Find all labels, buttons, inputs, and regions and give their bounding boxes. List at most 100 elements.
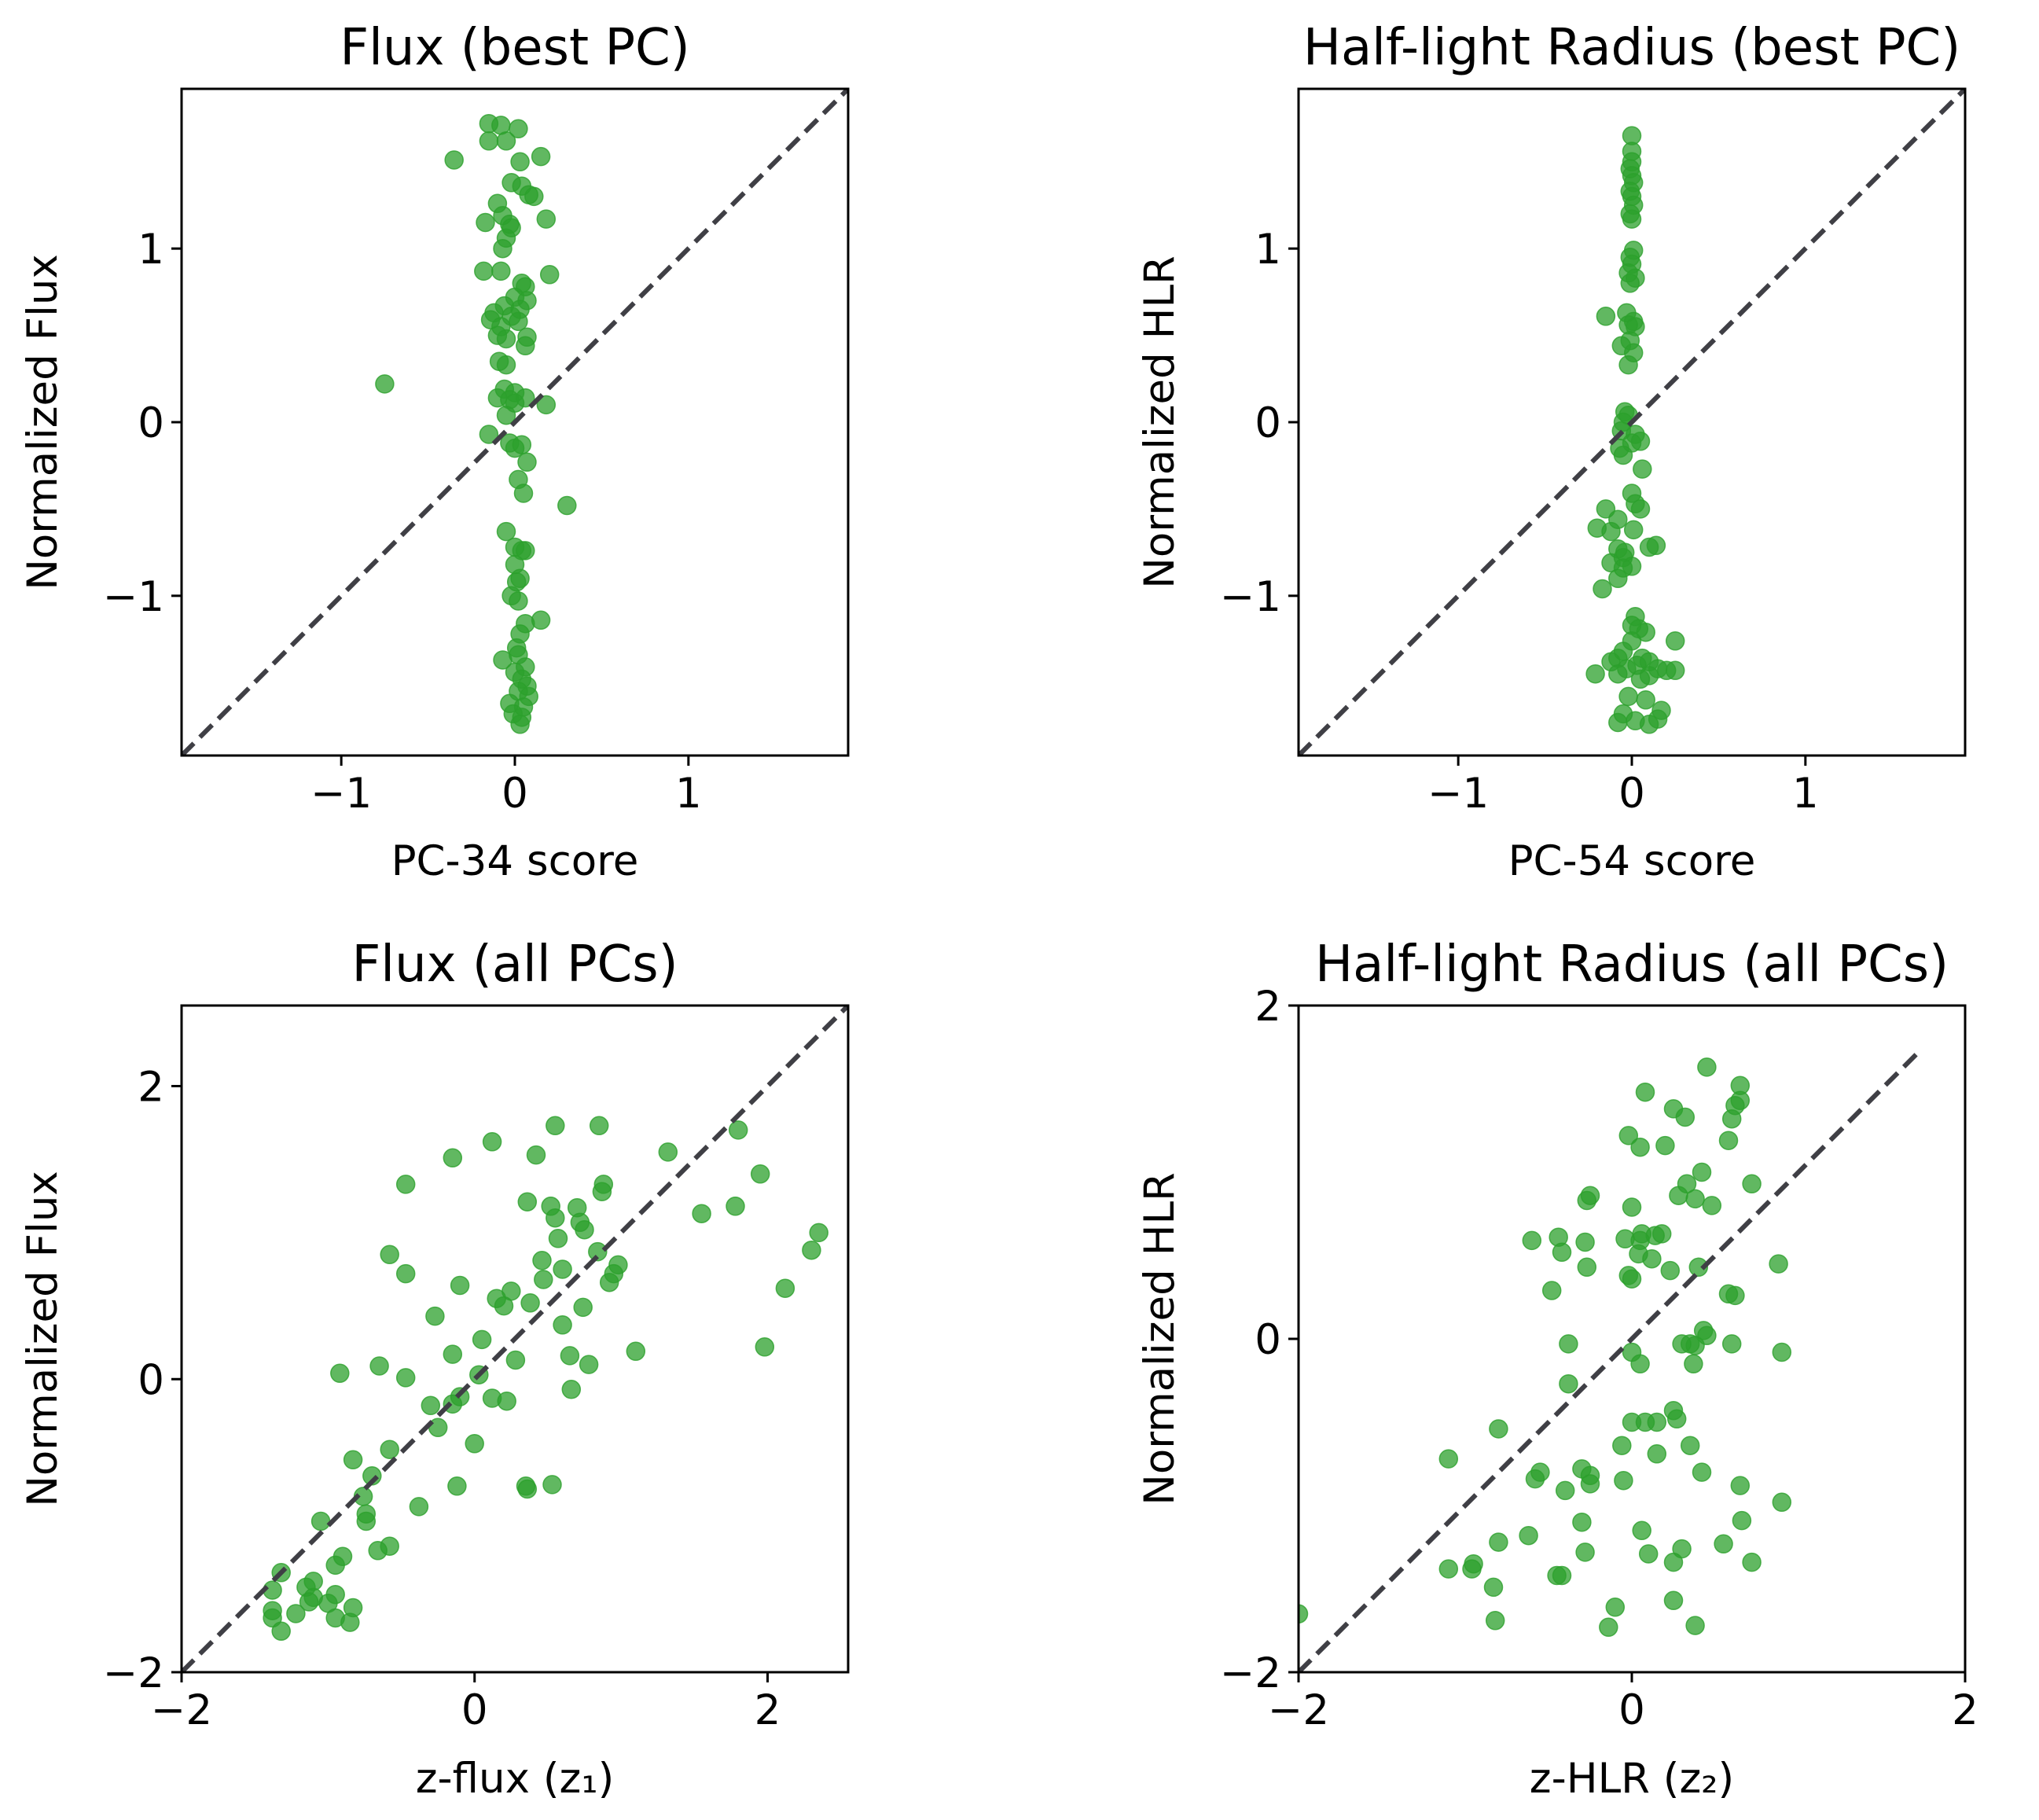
data-point (1632, 1520, 1651, 1541)
data-point (496, 131, 516, 151)
data-point (534, 1270, 553, 1289)
data-point (1577, 1257, 1597, 1278)
data-point (368, 1541, 388, 1561)
data-point (802, 1240, 821, 1260)
data-point (1608, 712, 1628, 733)
data-point (553, 1259, 572, 1279)
data-point (1630, 669, 1651, 689)
data-point (755, 1337, 775, 1357)
data-point (1599, 1617, 1618, 1638)
data-point (1462, 1559, 1482, 1579)
data-point (1438, 1559, 1459, 1579)
data-point (1613, 445, 1633, 465)
data-point (1615, 1229, 1635, 1249)
data-point (443, 1148, 463, 1168)
chart-title: Half-light Radius (best PC) (1303, 19, 1960, 77)
data-point (1685, 1189, 1705, 1209)
y-tick-label: 0 (138, 1356, 164, 1404)
data-point (1636, 622, 1655, 642)
data-point (1721, 1109, 1742, 1129)
data-point (299, 1592, 319, 1612)
data-point (472, 1329, 492, 1350)
data-point (493, 238, 513, 259)
data-point (1692, 1462, 1712, 1482)
data-point (726, 1197, 745, 1216)
data-point (474, 261, 494, 281)
data-point (1622, 1197, 1642, 1217)
data-point (1647, 1444, 1667, 1464)
x-tick-label: 1 (1792, 770, 1819, 818)
data-point (421, 1395, 441, 1416)
data-point (553, 1315, 572, 1335)
data-point (509, 591, 528, 611)
y-tick-label: −2 (103, 1649, 164, 1697)
y-tick-label: 0 (138, 399, 164, 447)
chart-title: Half-light Radius (all PCs) (1315, 936, 1949, 994)
data-point (343, 1450, 363, 1470)
data-point (1630, 1354, 1650, 1374)
data-point (447, 1476, 467, 1496)
data-point (588, 1241, 608, 1262)
y-tick-label: 0 (1255, 399, 1281, 447)
data-point (1692, 1162, 1712, 1182)
y-tick-label: 2 (138, 1064, 164, 1112)
data-point (1605, 1598, 1626, 1617)
data-point (1688, 1257, 1709, 1278)
x-tick-label: 2 (755, 1686, 781, 1734)
y-tick-label: 1 (138, 226, 164, 274)
data-point (505, 1350, 526, 1370)
data-point (1541, 1281, 1562, 1300)
data-point (531, 610, 551, 631)
axis-ticks: −2 0 2 −2 0 2 (1220, 983, 1978, 1734)
data-point (532, 1251, 552, 1270)
panel-flux-all-pcs: Flux (all PCs) −2 0 2 −2 0 2 z-flux (z₁) Norm… (19, 936, 850, 1803)
data-point (1642, 1248, 1662, 1269)
data-point (491, 261, 511, 281)
data-point (1742, 1174, 1762, 1194)
data-point (589, 1116, 609, 1136)
data-point (1684, 1354, 1703, 1374)
data-point (1630, 1137, 1650, 1157)
data-point (1299, 1604, 1309, 1624)
data-point (1438, 1449, 1459, 1469)
data-point (1702, 1196, 1722, 1215)
data-point (1633, 459, 1652, 479)
data-point (692, 1204, 711, 1223)
data-point (286, 1604, 306, 1623)
data-point (1675, 1107, 1695, 1127)
x-tick-label: −2 (151, 1686, 212, 1734)
x-tick-label: 0 (461, 1686, 488, 1734)
data-point (557, 495, 577, 516)
panel-hlr-all-pcs: Half-light Radius (all PCs) −2 0 2 −2 0 2 z-H… (1136, 936, 1978, 1803)
data-point (263, 1608, 282, 1628)
axis-ticks: −1 0 1 −1 0 1 (1220, 226, 1819, 818)
data-point (1622, 1269, 1642, 1289)
data-point (356, 1511, 377, 1531)
data-point (1639, 715, 1659, 734)
data-point (330, 1363, 350, 1384)
data-point (1519, 1525, 1538, 1546)
data-point (1585, 664, 1605, 684)
data-point (575, 1219, 594, 1240)
plot-area (1299, 1049, 1922, 1672)
data-point (1663, 1552, 1684, 1572)
data-point (1485, 1611, 1505, 1631)
data-point (599, 1272, 619, 1292)
data-point (1593, 579, 1612, 599)
data-point (1732, 1510, 1752, 1531)
data-point (494, 1296, 514, 1316)
data-point (1663, 1590, 1684, 1611)
data-point (1618, 355, 1638, 375)
data-point (510, 152, 530, 172)
plot-area (1299, 89, 1965, 756)
data-point (1672, 1334, 1692, 1354)
x-tick-label: 1 (675, 770, 702, 818)
x-axis-label: PC-34 score (391, 837, 639, 885)
y-tick-label: 2 (1255, 983, 1281, 1031)
data-point (1666, 1409, 1687, 1429)
data-point (1572, 1512, 1592, 1532)
x-tick-label: 2 (1952, 1686, 1978, 1734)
data-point (1697, 1057, 1717, 1077)
data-point (1577, 1190, 1597, 1211)
